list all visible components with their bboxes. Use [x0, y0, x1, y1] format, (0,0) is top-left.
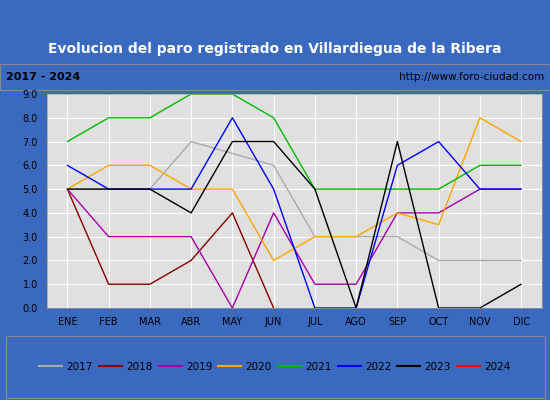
Text: 2017 - 2024: 2017 - 2024 — [6, 72, 80, 82]
Text: http://www.foro-ciudad.com: http://www.foro-ciudad.com — [399, 72, 544, 82]
Text: Evolucion del paro registrado en Villardiegua de la Ribera: Evolucion del paro registrado en Villard… — [48, 42, 502, 56]
Legend: 2017, 2018, 2019, 2020, 2021, 2022, 2023, 2024: 2017, 2018, 2019, 2020, 2021, 2022, 2023… — [36, 359, 514, 375]
